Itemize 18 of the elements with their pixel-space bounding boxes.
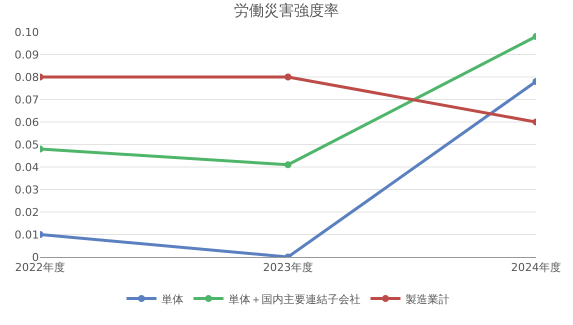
- x-tick-label: 2022年度: [15, 261, 65, 274]
- x-tick-label: 2024年度: [511, 261, 561, 274]
- y-tick-label: 0.06: [14, 116, 39, 129]
- y-tick-label: 0.04: [14, 160, 39, 174]
- chart-title: 労働災害強度率: [234, 1, 339, 20]
- x-tick-label: 2023年度: [263, 261, 313, 274]
- y-tick-label: 0.10: [14, 26, 39, 39]
- y-tick-label: 0.05: [14, 138, 39, 152]
- legend-label: 製造業計: [406, 292, 450, 306]
- y-tick-label: 0.07: [14, 93, 39, 106]
- y-tick-label: 0.03: [14, 183, 39, 196]
- y-tick-label: 0.09: [14, 48, 39, 62]
- y-tick-label: 0.01: [14, 228, 39, 242]
- legend-label: 単体: [162, 292, 184, 306]
- legend-label: 単体＋国内主要連結子会社: [228, 292, 360, 306]
- y-tick-label: 0.02: [14, 206, 39, 219]
- y-tick-label: 0: [32, 250, 39, 264]
- y-tick-label: 0.08: [14, 70, 39, 84]
